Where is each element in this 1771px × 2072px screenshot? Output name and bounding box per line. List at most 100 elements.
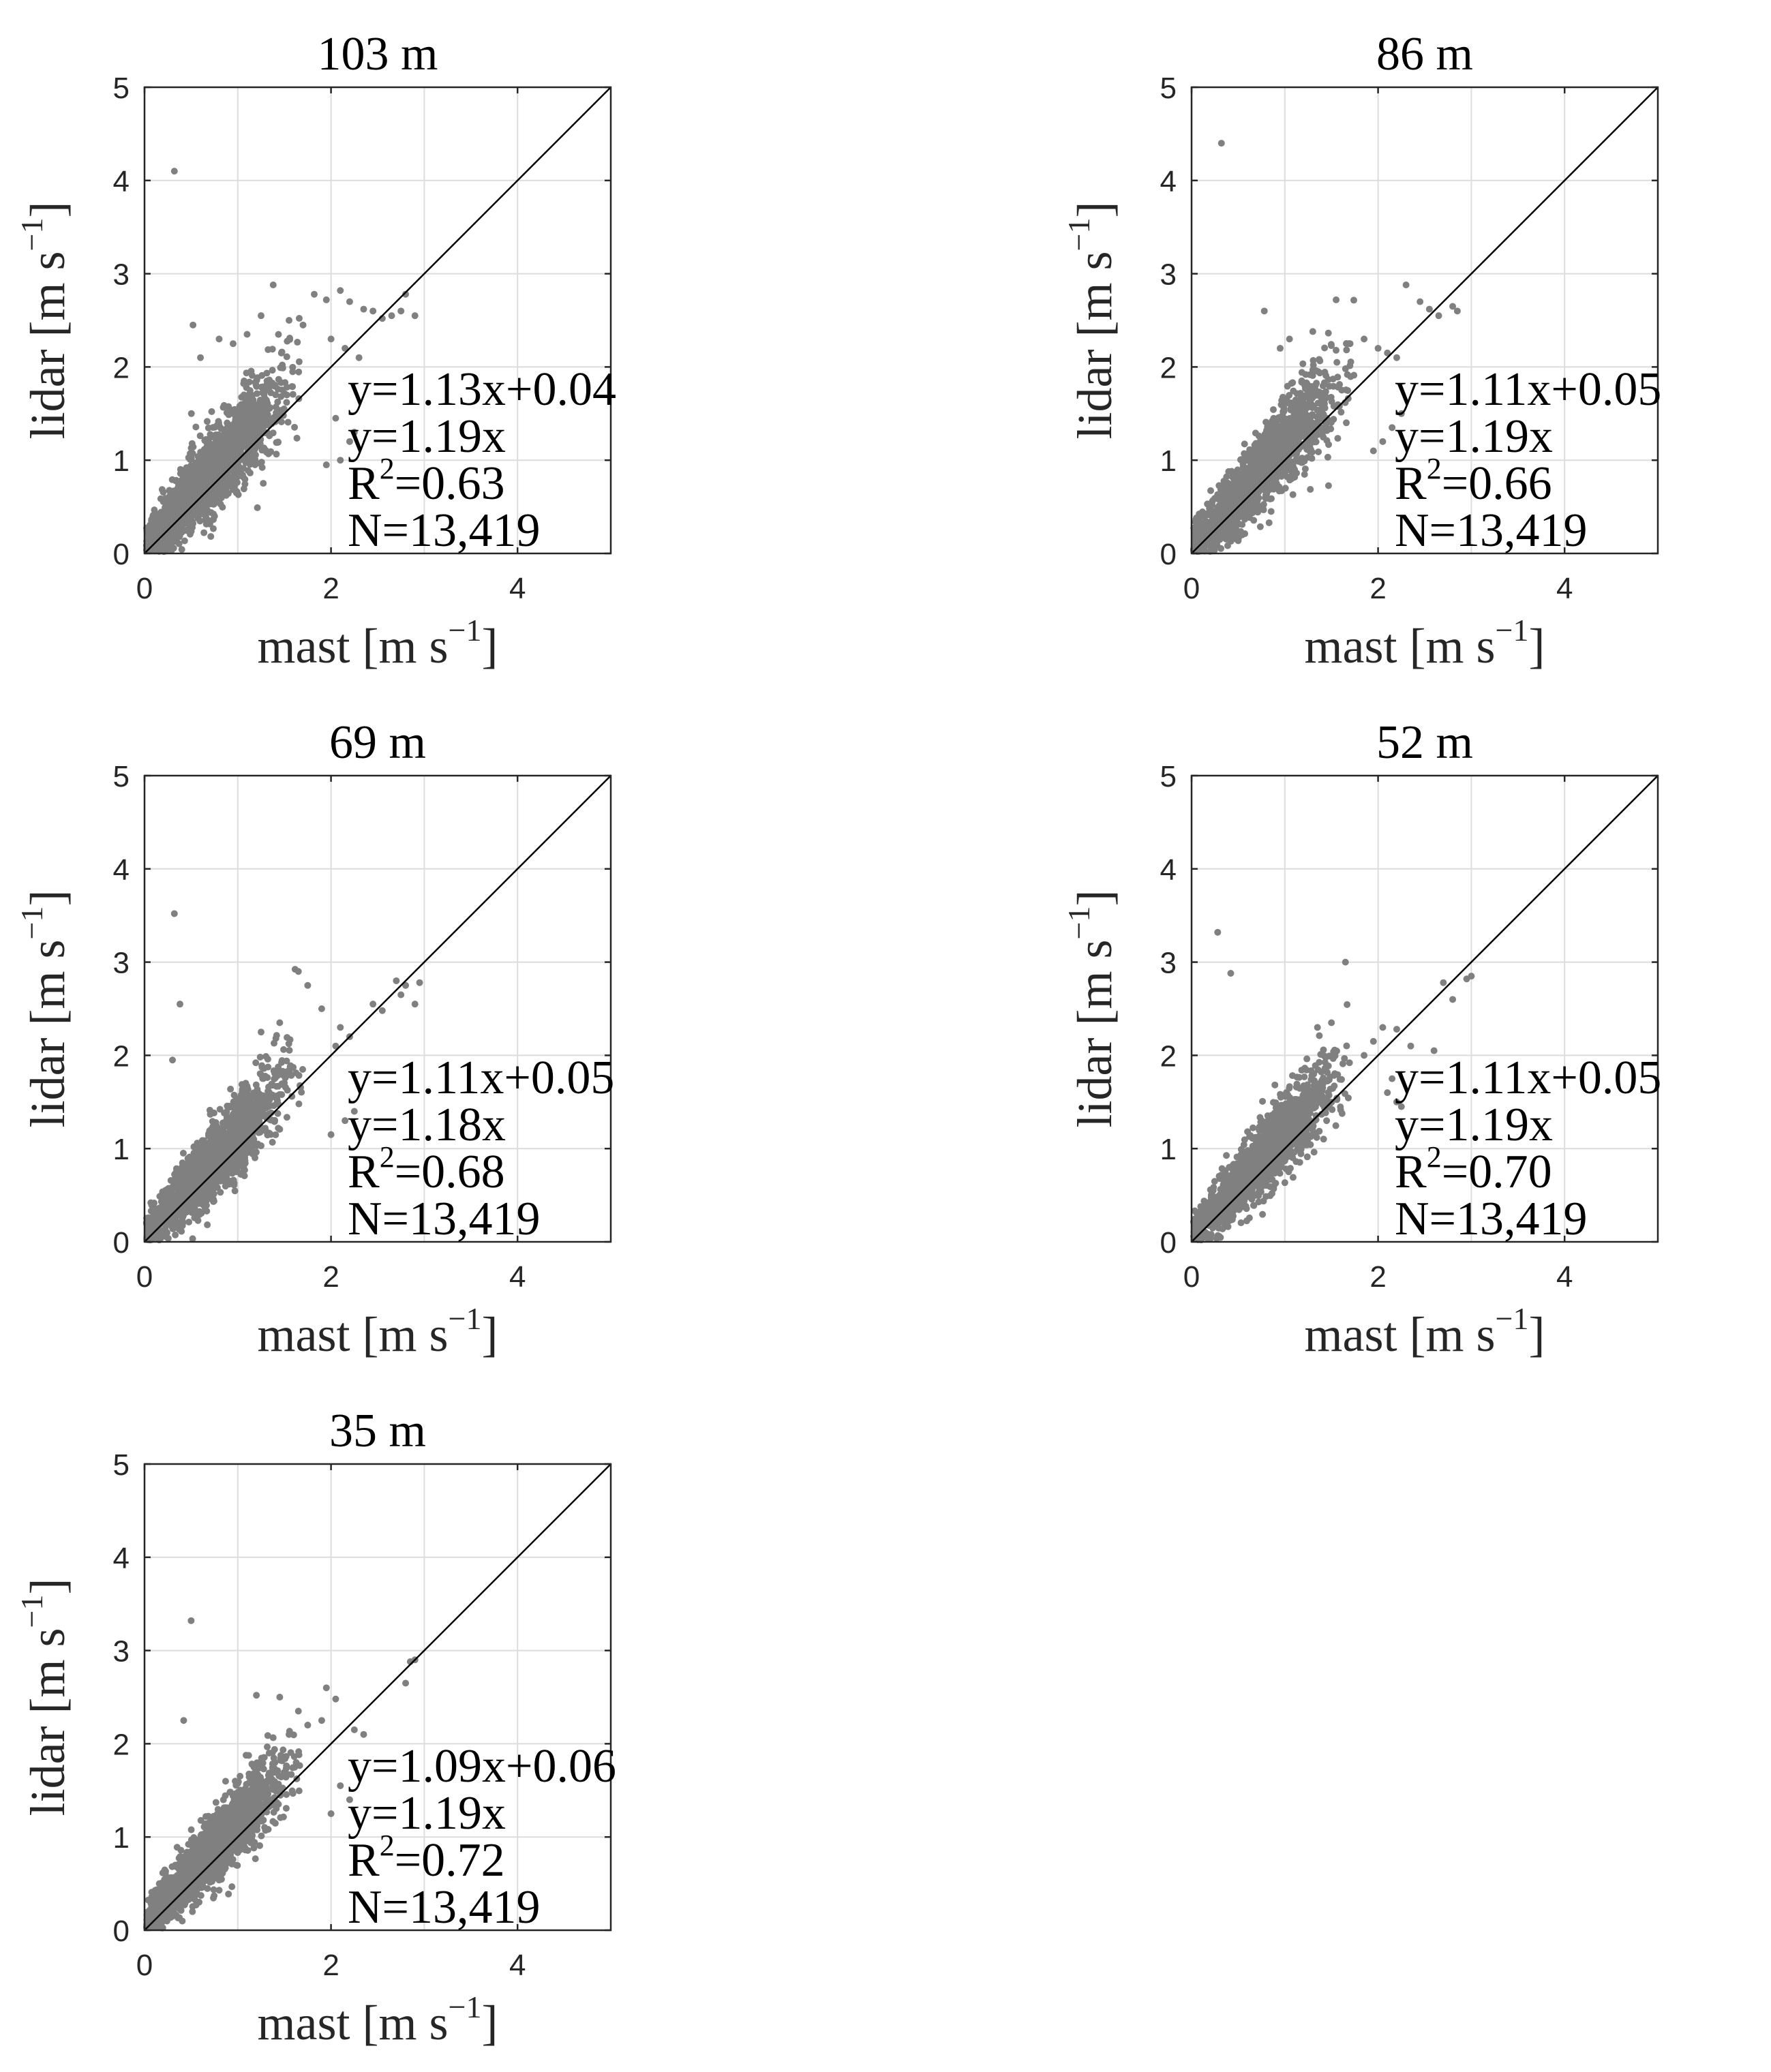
data-point: [1288, 464, 1296, 472]
y-tick-label: 1: [113, 444, 130, 478]
data-point: [1334, 435, 1342, 442]
data-point: [1291, 433, 1299, 441]
data-point: [165, 493, 172, 501]
data-point: [166, 543, 173, 550]
data-point: [1350, 296, 1357, 304]
data-point: [1202, 512, 1210, 519]
y-axis-label-exponent: −1: [14, 218, 49, 252]
data-point: [1297, 414, 1304, 421]
data-point: [279, 386, 286, 394]
data-point: [278, 1080, 286, 1088]
fit-through-origin: y=1.19x: [1395, 410, 1553, 463]
data-point: [332, 414, 339, 422]
data-point: [1314, 368, 1322, 376]
y-axis-label-close: ]: [20, 202, 75, 218]
data-point: [223, 409, 230, 416]
y-axis-label: lidar [m s−1]: [14, 202, 75, 440]
r-squared: R2=0.66: [1395, 452, 1552, 510]
data-point: [1453, 307, 1461, 315]
data-point: [1248, 463, 1256, 471]
data-point: [203, 418, 211, 425]
data-point: [337, 287, 344, 294]
data-point: [186, 456, 194, 463]
data-point: [1280, 408, 1287, 415]
data-point: [1232, 498, 1240, 506]
data-point: [233, 432, 241, 440]
sample-count: N=13,419: [1395, 504, 1588, 557]
data-point: [1295, 425, 1303, 433]
data-point: [197, 354, 205, 361]
data-point: [1374, 345, 1382, 352]
data-point: [168, 511, 176, 518]
data-point: [208, 408, 215, 415]
x-tick-label: 4: [1556, 572, 1573, 605]
data-point: [223, 460, 230, 468]
data-point: [1207, 501, 1215, 508]
data-point: [1298, 369, 1305, 376]
data-point: [224, 419, 231, 427]
data-point: [1235, 537, 1242, 545]
y-axis-label: lidar [m s−1]: [1061, 202, 1122, 440]
data-point: [258, 398, 265, 406]
data-point: [164, 502, 172, 510]
data-point: [260, 480, 267, 487]
data-point: [1369, 447, 1377, 455]
data-point: [1314, 399, 1322, 407]
data-point: [243, 384, 250, 391]
data-point: [248, 392, 256, 399]
data-point: [1301, 465, 1309, 472]
data-point: [193, 470, 200, 478]
data-point: [185, 1218, 193, 1225]
data-point: [283, 399, 290, 406]
data-point: [1234, 466, 1241, 474]
r-squared-exponent: 2: [380, 452, 395, 485]
data-point: [243, 369, 250, 377]
data-point: [1344, 371, 1351, 378]
data-point: [1207, 487, 1215, 494]
data-point: [278, 348, 286, 356]
fit-through-origin: y=1.19x: [348, 410, 506, 463]
data-point: [1260, 307, 1268, 315]
data-point: [1241, 515, 1249, 523]
data-point: [170, 168, 178, 175]
data-point: [295, 1071, 303, 1079]
data-point: [1379, 438, 1387, 445]
data-point: [196, 517, 204, 525]
data-point: [256, 407, 263, 414]
data-point: [190, 443, 197, 451]
x-axis-label-text: mast [m s: [1305, 619, 1496, 673]
data-point: [1192, 529, 1199, 536]
data-point: [1304, 403, 1312, 411]
data-point: [155, 511, 162, 518]
data-point: [1322, 371, 1330, 379]
data-point: [158, 486, 166, 493]
data-point: [1290, 414, 1297, 421]
y-tick-label: 0: [1160, 538, 1177, 571]
grid: [145, 87, 611, 553]
data-point: [1306, 412, 1314, 420]
data-point: [211, 457, 219, 464]
data-point: [1268, 481, 1275, 488]
x-tick-label: 0: [136, 572, 153, 605]
data-point: [206, 519, 213, 527]
data-point: [1223, 489, 1230, 496]
data-point: [1242, 481, 1250, 488]
data-point: [222, 491, 230, 499]
data-point: [1319, 390, 1327, 397]
data-point: [231, 480, 239, 487]
data-point: [178, 1228, 185, 1235]
data-point: [1275, 414, 1282, 422]
y-axis-label-close: ]: [1068, 202, 1122, 218]
data-point: [1222, 505, 1230, 513]
data-point: [216, 1106, 224, 1113]
y-axis-label-text: lidar [m s: [20, 251, 75, 439]
data-point: [1417, 298, 1424, 305]
data-point: [269, 429, 277, 437]
data-point: [1337, 408, 1345, 416]
data-point: [213, 422, 221, 429]
data-point: [289, 363, 297, 371]
x-tick-label: 0: [1183, 572, 1200, 605]
data-point: [327, 335, 335, 343]
data-point: [181, 469, 189, 476]
